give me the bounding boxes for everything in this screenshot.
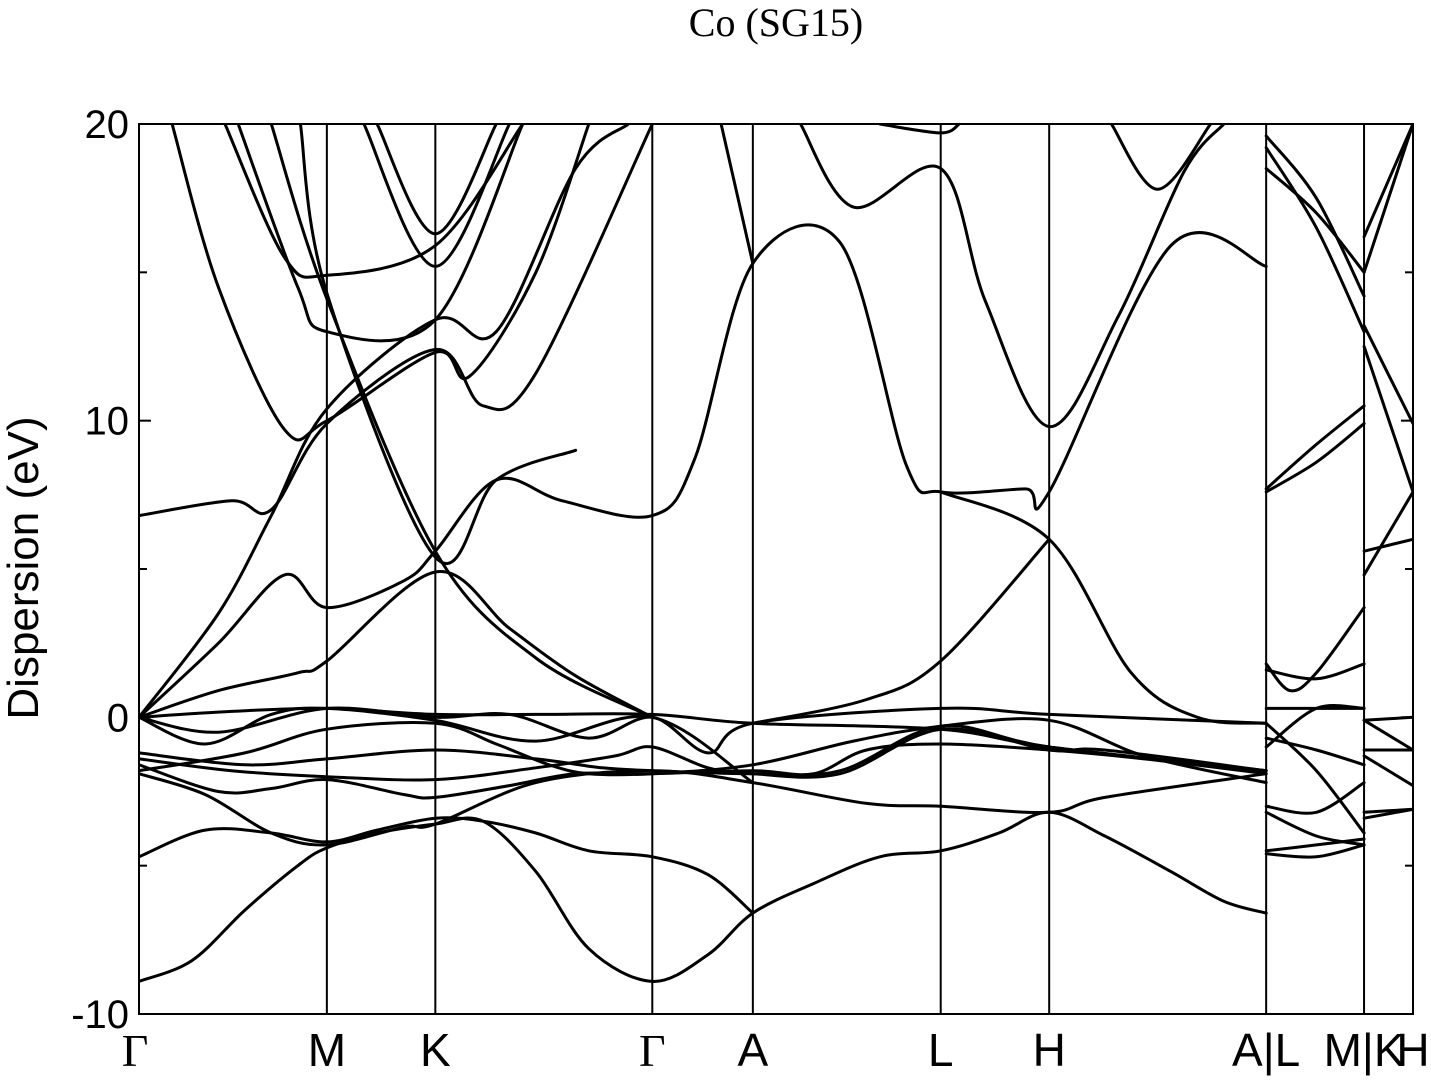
band-line bbox=[1362, 718, 1413, 752]
x-tick-label: M bbox=[308, 1024, 346, 1076]
band-line bbox=[1264, 781, 1366, 815]
band-line bbox=[1264, 837, 1366, 853]
x-tick-label: Γ bbox=[122, 1025, 149, 1076]
chart-title: Co (SG15) bbox=[689, 0, 863, 45]
band-line bbox=[1264, 167, 1366, 274]
band-line bbox=[139, 223, 1268, 719]
band-line bbox=[139, 816, 755, 915]
x-tick-label: A bbox=[738, 1024, 769, 1076]
band-line bbox=[1264, 843, 1366, 859]
band-line bbox=[139, 810, 1268, 983]
k-point-lines bbox=[325, 124, 1366, 1014]
x-tick-label: M|K bbox=[1324, 1024, 1405, 1076]
band-line bbox=[1264, 146, 1366, 334]
band-line bbox=[1264, 134, 1366, 298]
band-line bbox=[139, 124, 630, 719]
band-line bbox=[170, 124, 591, 442]
band-line bbox=[939, 490, 1268, 725]
band-line bbox=[362, 124, 511, 268]
band-line bbox=[751, 537, 1051, 725]
band-line bbox=[298, 124, 578, 566]
band-line bbox=[139, 717, 1268, 785]
y-tick-label: -10 bbox=[71, 993, 129, 1037]
y-axis: 20 10 0 -10 bbox=[71, 103, 1413, 1037]
band-line bbox=[139, 706, 1268, 755]
band-line bbox=[1362, 124, 1413, 239]
y-tick-label: 10 bbox=[85, 400, 130, 444]
band-line bbox=[1264, 404, 1366, 491]
y-tick-label: 0 bbox=[107, 696, 129, 740]
band-line bbox=[799, 124, 1226, 429]
x-tick-label: L bbox=[928, 1024, 954, 1076]
band-line bbox=[1362, 324, 1413, 426]
band-lines bbox=[139, 124, 1413, 983]
band-line bbox=[236, 124, 525, 343]
band-line bbox=[878, 124, 961, 135]
band-line bbox=[1264, 606, 1366, 693]
band-line bbox=[139, 124, 654, 518]
band-line bbox=[139, 727, 1268, 782]
band-line bbox=[719, 124, 755, 265]
band-line bbox=[1362, 490, 1413, 577]
band-line bbox=[1264, 662, 1366, 681]
band-line bbox=[1264, 422, 1366, 494]
band-line bbox=[1362, 754, 1413, 788]
band-line bbox=[1362, 345, 1413, 494]
band-line bbox=[269, 124, 654, 719]
band-line bbox=[139, 570, 654, 719]
x-tick-label: A|L bbox=[1232, 1024, 1300, 1076]
y-axis-label: Dispersion (eV) bbox=[0, 416, 48, 719]
band-line bbox=[223, 124, 525, 279]
band-line bbox=[1362, 537, 1413, 553]
x-tick-label: H bbox=[1033, 1024, 1066, 1076]
x-tick-label: Γ bbox=[639, 1025, 666, 1076]
band-line bbox=[1109, 124, 1213, 191]
band-line bbox=[139, 724, 1268, 777]
x-tick-label: H bbox=[1396, 1024, 1429, 1076]
band-line bbox=[1362, 124, 1413, 274]
y-tick-label: 20 bbox=[85, 103, 130, 147]
x-tick-label: K bbox=[420, 1024, 451, 1076]
band-line bbox=[1264, 810, 1366, 847]
x-axis: Γ M K Γ A L H A|L M|KH bbox=[122, 1024, 1430, 1076]
band-line bbox=[375, 124, 498, 236]
band-line bbox=[1362, 807, 1413, 820]
band-line bbox=[1264, 721, 1366, 835]
plot-frame bbox=[138, 123, 1414, 1015]
band-line bbox=[1264, 736, 1366, 767]
